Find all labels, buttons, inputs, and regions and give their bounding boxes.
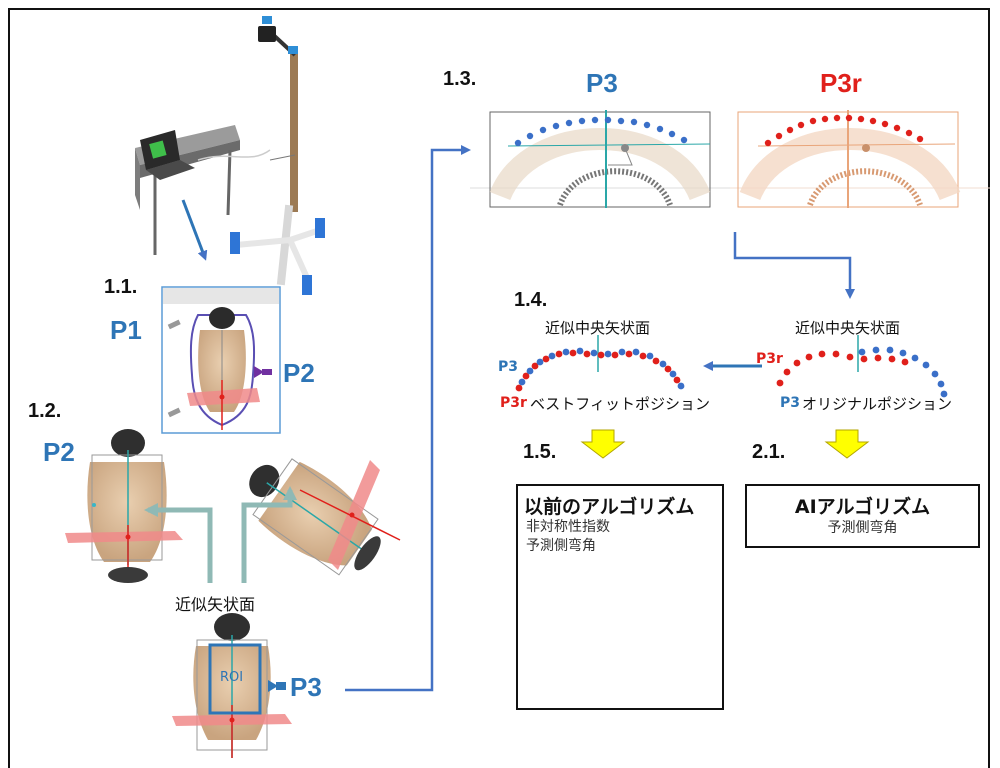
best-fit-title: 近似中央矢状面 bbox=[545, 319, 651, 337]
back-image-1-2-rotated bbox=[249, 458, 401, 576]
original-p3r-label: P3r bbox=[756, 351, 783, 367]
p2-right-label: P2 bbox=[283, 358, 315, 388]
roi-label: ROI bbox=[220, 670, 244, 685]
p3-bottom-label: P3 bbox=[290, 672, 322, 702]
best-fit-p3-label: P3 bbox=[498, 359, 519, 375]
previous-algorithm-line1: 非対称性指数 bbox=[526, 519, 610, 535]
point-cloud-p3r bbox=[730, 110, 990, 208]
yellow-arrow-2-1 bbox=[824, 429, 870, 459]
scanner-setup-image bbox=[135, 16, 325, 295]
ai-algorithm-line1: 予測側弯角 bbox=[827, 520, 898, 536]
ai-algorithm-box: AIアルゴリズム 予測側弯角 bbox=[745, 484, 980, 548]
step-1-1-label: 1.1. bbox=[104, 276, 138, 298]
previous-algorithm-line2: 予測側弯角 bbox=[526, 538, 596, 554]
original-caption: オリジナルポジション bbox=[802, 395, 953, 413]
figure-frame bbox=[8, 8, 990, 768]
yellow-arrow-1-5 bbox=[580, 429, 626, 459]
step-1-5-label: 1.5. bbox=[523, 441, 557, 463]
back-image-1-1 bbox=[161, 286, 281, 434]
curve-best-fit bbox=[515, 335, 685, 392]
step-2-1-label: 2.1. bbox=[752, 441, 786, 463]
step-1-4-label: 1.4. bbox=[514, 289, 548, 311]
p3-top-label: P3 bbox=[586, 68, 618, 98]
original-p3-label: P3 bbox=[780, 395, 801, 411]
back-image-roi bbox=[172, 613, 292, 758]
arrow-table-to-1-1 bbox=[181, 199, 208, 261]
best-fit-caption: ベストフィットポジション bbox=[530, 395, 711, 413]
step-1-3-label: 1.3. bbox=[443, 68, 477, 90]
p3r-top-label: P3r bbox=[820, 68, 862, 98]
step-1-2-label: 1.2. bbox=[28, 400, 62, 422]
teal-arrow-right bbox=[241, 486, 297, 583]
best-fit-p3r-label: P3r bbox=[500, 395, 527, 411]
point-cloud-p3 bbox=[470, 110, 760, 208]
previous-algorithm-box: 以前のアルゴリズム 非対称性指数 予測側弯角 bbox=[516, 484, 724, 710]
arrow-p3-to-1-3 bbox=[345, 145, 471, 692]
ai-algorithm-title: AIアルゴリズム bbox=[794, 496, 931, 518]
p2-left-label: P2 bbox=[43, 437, 75, 467]
teal-arrow-left bbox=[144, 503, 213, 583]
approx-sagittal-label: 近似矢状面 bbox=[175, 595, 256, 614]
arrow-1-3-to-1-4 bbox=[733, 232, 855, 299]
original-title: 近似中央矢状面 bbox=[795, 319, 901, 337]
previous-algorithm-title: 以前のアルゴリズム bbox=[524, 496, 695, 518]
back-image-1-2-p2 bbox=[65, 429, 183, 583]
curve-original bbox=[776, 335, 948, 398]
p1-label: P1 bbox=[110, 315, 142, 345]
